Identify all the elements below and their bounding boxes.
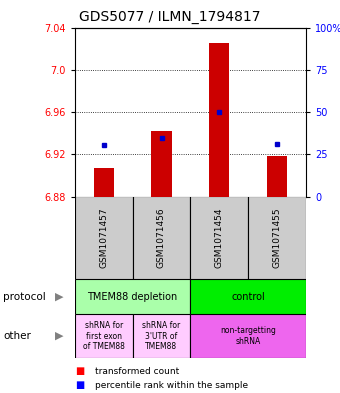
Text: GDS5077 / ILMN_1794817: GDS5077 / ILMN_1794817 — [79, 10, 261, 24]
Text: non-targetting
shRNA: non-targetting shRNA — [220, 326, 276, 346]
Text: percentile rank within the sample: percentile rank within the sample — [95, 381, 248, 389]
Text: GSM1071455: GSM1071455 — [273, 208, 282, 268]
Bar — [190, 279, 306, 314]
Text: GSM1071454: GSM1071454 — [215, 208, 224, 268]
Text: shRNA for
first exon
of TMEM88: shRNA for first exon of TMEM88 — [83, 321, 125, 351]
Bar — [209, 43, 230, 196]
Bar — [75, 279, 190, 314]
Text: ▶: ▶ — [55, 331, 64, 341]
Text: GSM1071457: GSM1071457 — [99, 208, 108, 268]
Bar — [133, 314, 190, 358]
Text: ■: ■ — [75, 380, 84, 390]
Text: GSM1071456: GSM1071456 — [157, 208, 166, 268]
Text: TMEM88 depletion: TMEM88 depletion — [87, 292, 178, 302]
Text: ▶: ▶ — [55, 292, 64, 302]
Text: transformed count: transformed count — [95, 367, 180, 376]
Bar — [151, 131, 172, 196]
Bar — [248, 196, 306, 279]
Bar — [190, 314, 306, 358]
Text: control: control — [231, 292, 265, 302]
Text: ■: ■ — [75, 366, 84, 376]
Bar — [133, 196, 190, 279]
Bar — [267, 156, 287, 196]
Text: shRNA for
3'UTR of
TMEM88: shRNA for 3'UTR of TMEM88 — [142, 321, 181, 351]
Bar — [75, 196, 133, 279]
Bar — [94, 168, 114, 196]
Bar — [190, 196, 248, 279]
Text: other: other — [3, 331, 31, 341]
Bar — [75, 314, 133, 358]
Text: protocol: protocol — [3, 292, 46, 302]
